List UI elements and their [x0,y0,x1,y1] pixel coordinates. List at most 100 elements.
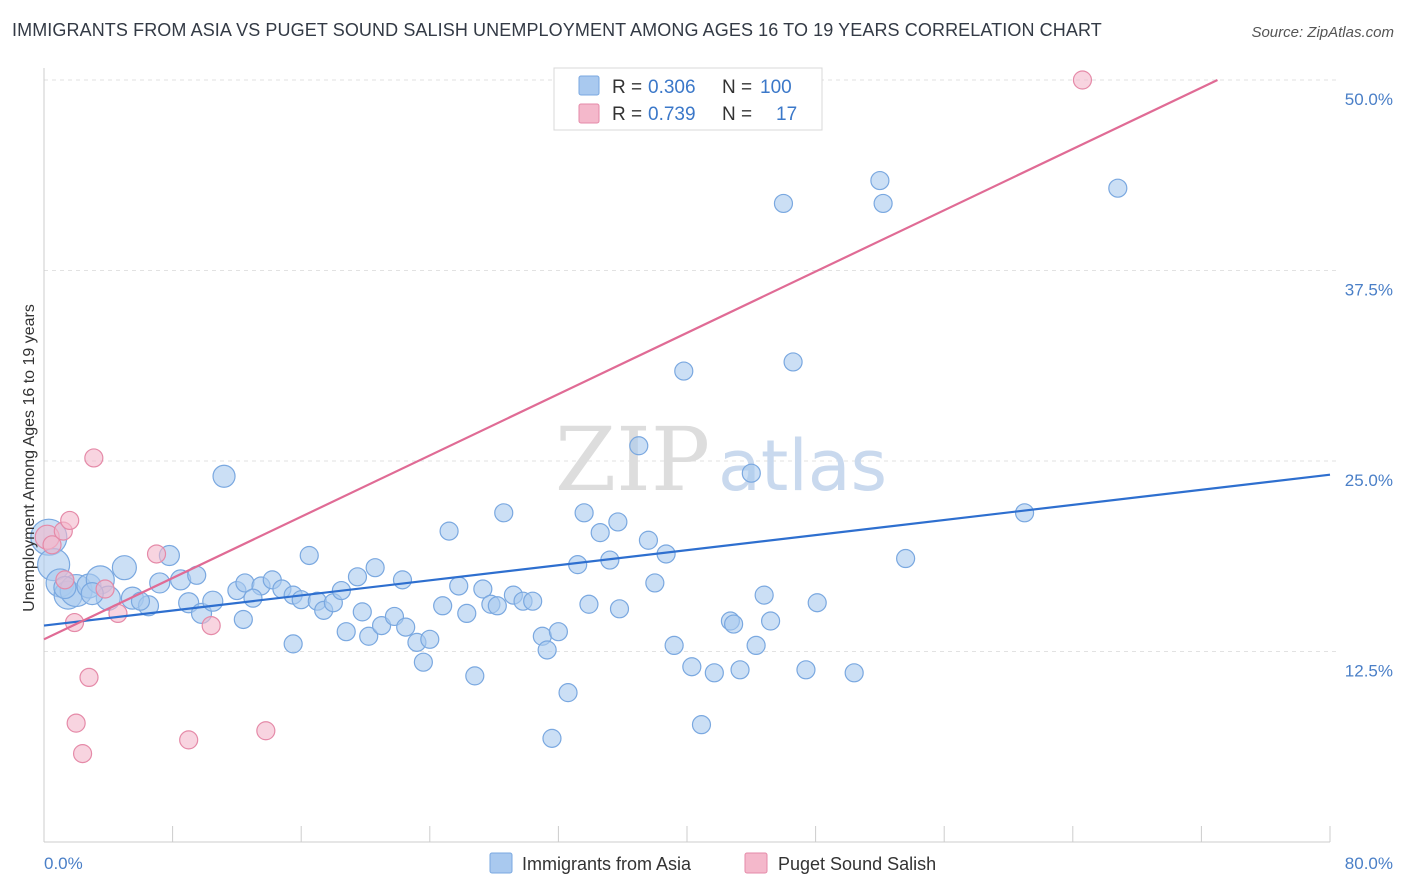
asia-point-93 [1108,178,1128,198]
legend-n-value-salish: 17 [776,104,797,125]
bottom-legend-label-asia: Immigrants from Asia [522,854,692,874]
salish-point-4 [55,570,75,590]
salish-point-9 [84,448,104,468]
asia-point-90 [873,193,893,214]
x-tick-label-max: 80.0% [1345,854,1393,873]
asia-point-11 [149,572,171,594]
salish-point-12 [146,544,167,564]
legend-box: R = 0.306 N = 100 R = 0.739 N = 17 [553,67,823,131]
bottom-legend-swatch-salish [744,852,768,874]
asia-point-55 [523,591,543,611]
asia-point-20 [233,609,253,630]
asia-point-66 [608,512,628,532]
salish-trend-line [43,79,1218,641]
asia-point-98 [243,588,263,608]
legend-swatch-asia [578,75,600,96]
legend-n-label-asia: N = [722,77,752,98]
asia-point-75 [691,715,712,735]
salish-point-10 [95,579,115,599]
asia-point-88 [844,663,864,683]
salish-point-1 [42,535,62,555]
asia-point-40 [396,617,416,637]
asia-point-42 [413,652,433,672]
axes [43,68,1331,843]
asia-point-84 [773,193,794,214]
salish-point-15 [256,721,276,741]
asia-point-89 [870,170,890,191]
asia-point-73 [674,361,694,381]
salish-point-14 [201,615,221,636]
bottom-legend: Immigrants from Asia Puget Sound Salish [489,852,936,874]
salish-point-16 [1072,70,1093,90]
asia-trend-line [43,473,1331,627]
asia-point-91 [896,548,916,569]
salish-point-13 [179,730,199,750]
asia-point-79 [730,660,750,680]
y-tick-label-2: 37.5% [1345,281,1393,300]
asia-point-74 [682,657,702,677]
watermark: ZIP atlas [555,408,887,511]
asia-point-45 [439,521,459,541]
asia-point-69 [638,530,659,550]
asia-point-44 [433,596,453,616]
asia-point-33 [347,567,368,587]
salish-point-3 [60,510,80,531]
bottom-legend-label-salish: Puget Sound Salish [778,854,936,874]
asia-point-43 [420,629,440,649]
trend-lines [43,79,1331,641]
asia-point-96 [130,591,151,611]
watermark-atlas: atlas [718,425,887,507]
asia-point-92 [1014,503,1035,523]
asia-point-52 [494,503,514,523]
asia-point-78 [724,614,744,634]
asia-point-62 [574,503,594,523]
asia-point-26 [283,634,303,654]
legend-r-label-asia: R = [612,77,642,98]
asia-point-72 [664,635,684,656]
asia-point-83 [760,611,781,631]
asia-point-49 [473,579,493,599]
asia-point-80 [741,463,761,483]
asia-point-48 [465,666,485,686]
asia-point-81 [746,635,766,656]
asia-point-27 [299,545,319,566]
asia-point-39 [392,570,413,590]
asia-point-76 [704,663,724,683]
asia-point-36 [365,558,385,578]
y-tick-label-3: 50.0% [1345,90,1393,109]
asia-point-68 [629,436,649,456]
y-tick-label-0: 12.5% [1345,662,1393,681]
y-tick-labels: 12.5% 25.0% 37.5% 50.0% [1345,90,1393,681]
asia-point-57 [537,640,557,660]
salish-point-7 [72,744,93,764]
asia-point-25 [291,590,311,610]
chart-title: IMMIGRANTS FROM ASIA VS PUGET SOUND SALI… [12,20,1102,40]
asia-point-82 [754,585,774,605]
legend-n-label-salish: N = [722,104,752,125]
legend-r-label-salish: R = [612,104,642,125]
asia-point-32 [336,622,356,642]
asia-point-8 [111,555,137,581]
salish-point-6 [66,713,86,733]
salish-point-8 [79,667,99,688]
asia-point-51 [487,596,507,616]
legend-r-value-salish: 0.739 [648,104,696,125]
legend-r-value-asia: 0.306 [648,77,696,98]
asia-point-16 [202,590,224,612]
asia-point-60 [558,683,578,703]
legend-swatch-salish [578,103,600,124]
asia-point-58 [542,728,562,748]
watermark-zip: ZIP [555,408,710,511]
asia-point-17 [212,464,236,488]
bottom-legend-swatch-asia [489,852,513,874]
asia-point-47 [457,603,477,624]
grid-lines [44,79,1340,652]
asia-point-64 [590,523,610,543]
x-tick-label-min: 0.0% [44,854,83,873]
source-credit: Source: ZipAtlas.com [1251,24,1394,41]
legend-n-value-asia: 100 [760,77,792,98]
asia-point-67 [609,599,630,619]
asia-point-34 [352,602,372,622]
asia-point-85 [783,352,803,372]
